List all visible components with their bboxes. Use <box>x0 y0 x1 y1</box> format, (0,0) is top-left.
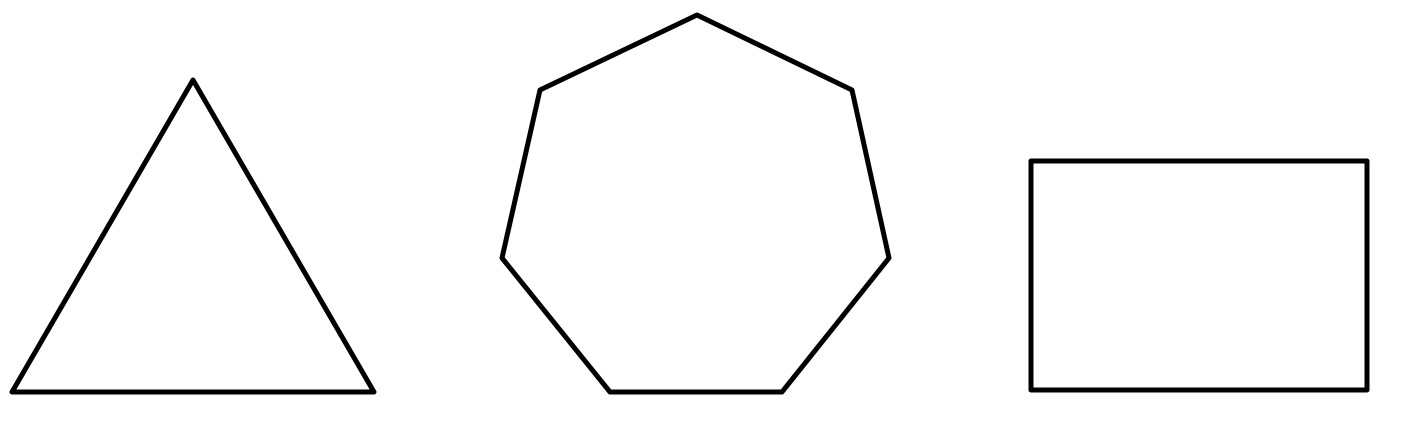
rectangle-shape <box>1028 158 1370 393</box>
triangle-shape <box>9 77 377 395</box>
heptagon-shape <box>499 12 892 395</box>
